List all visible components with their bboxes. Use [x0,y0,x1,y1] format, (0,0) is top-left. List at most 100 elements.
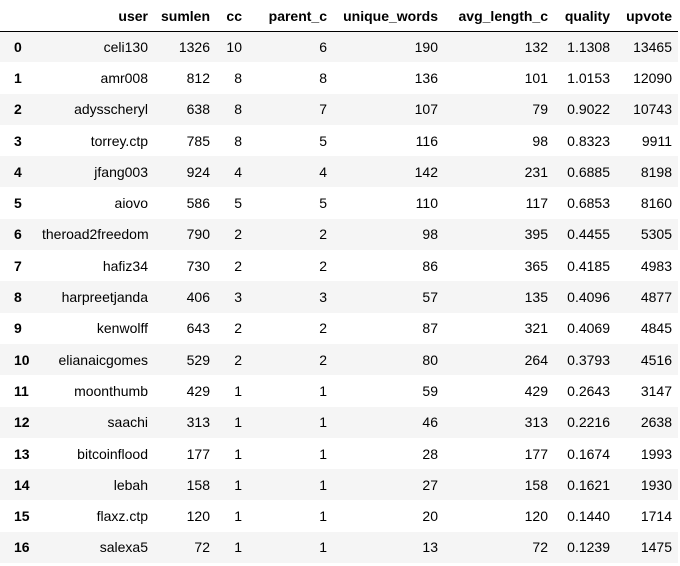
cell-user: lebah [113,476,148,493]
cell-avg-length-c: 429 [524,382,548,399]
cell-quality: 0.3793 [567,351,610,368]
column-header-user: user [36,0,154,32]
cell-unique-words: 80 [422,351,438,368]
cell-quality: 0.1674 [567,445,610,462]
row-index: 10 [14,351,30,368]
cell-quality: 0.2216 [567,414,610,431]
cell-upvote: 12090 [633,69,672,86]
cell-upvote: 13465 [633,38,672,55]
row-index: 1 [14,69,22,86]
table-row: 2 adysscheryl 638 8 7 107 79 0.9022 10743 [0,93,678,125]
cell-quality: 0.9022 [567,101,610,118]
cell-quality: 0.4455 [567,226,610,243]
row-index: 15 [14,508,30,525]
cell-avg-length-c: 120 [524,508,548,525]
cell-avg-length-c: 79 [532,101,548,118]
cell-user: celi130 [103,38,148,55]
cell-upvote: 1930 [640,476,672,493]
row-index: 11 [14,382,29,399]
row-index: 6 [14,226,22,243]
cell-unique-words: 142 [414,163,438,180]
cell-user: amr008 [100,69,148,86]
cell-quality: 0.1239 [567,539,610,556]
table-row: 12 saachi 313 1 1 46 313 0.2216 2638 [0,406,678,438]
cell-upvote: 1475 [640,539,672,556]
cell-cc: 1 [234,476,242,493]
cell-unique-words: 110 [415,195,438,212]
column-header-cc: cc [216,0,248,32]
cell-upvote: 4877 [640,289,672,306]
cell-avg-length-c: 365 [524,257,548,274]
cell-unique-words: 57 [422,289,438,306]
row-index: 16 [14,539,30,556]
row-index: 14 [14,476,30,493]
cell-parent-c: 3 [319,289,327,306]
cell-upvote: 4845 [640,320,672,337]
cell-quality: 1.0153 [567,69,610,86]
cell-parent-c: 6 [319,38,327,55]
cell-parent-c: 1 [319,414,327,431]
cell-upvote: 10743 [633,101,672,118]
cell-sumlen: 406 [186,289,210,306]
cell-user: salexa5 [99,539,148,556]
row-index: 12 [14,414,30,431]
cell-avg-length-c: 177 [524,445,548,462]
cell-user: bitcoinflood [77,445,148,462]
cell-parent-c: 8 [319,69,327,86]
cell-avg-length-c: 321 [524,320,548,337]
row-index: 9 [14,320,22,337]
cell-cc: 1 [234,382,242,399]
table-row: 8 harpreetjanda 406 3 3 57 135 0.4096 4877 [0,281,678,313]
cell-parent-c: 2 [319,257,327,274]
cell-cc: 2 [234,320,242,337]
cell-unique-words: 87 [422,320,438,337]
cell-user: elianaicgomes [58,351,149,368]
cell-parent-c: 2 [319,351,327,368]
cell-user: harpreetjanda [61,289,148,306]
cell-unique-words: 46 [422,414,438,431]
cell-upvote: 2638 [640,414,672,431]
cell-quality: 0.2643 [567,382,610,399]
cell-user: saachi [107,414,148,431]
cell-upvote: 4516 [640,351,672,368]
table-row: 4 jfang003 924 4 4 142 231 0.6885 8198 [0,156,678,188]
row-index: 7 [14,257,22,274]
cell-user: hafiz34 [102,257,148,274]
row-index: 8 [14,289,22,306]
cell-avg-length-c: 117 [525,195,548,212]
cell-quality: 1.1308 [567,38,610,55]
cell-cc: 3 [234,289,242,306]
column-header-unique-words: unique_words [333,0,444,32]
cell-sumlen: 730 [186,257,210,274]
cell-upvote: 1714 [640,508,672,525]
cell-sumlen: 924 [186,163,210,180]
cell-unique-words: 13 [422,539,438,556]
row-index: 4 [14,163,22,180]
table-row: 5 aiovo 586 5 5 110 117 0.6853 8160 [0,187,678,219]
cell-cc: 2 [234,351,242,368]
cell-quality: 0.1440 [567,508,610,525]
cell-upvote: 8198 [640,163,672,180]
cell-avg-length-c: 98 [532,132,548,149]
cell-quality: 0.4185 [567,257,610,274]
cell-parent-c: 1 [319,382,327,399]
cell-parent-c: 1 [319,508,327,525]
cell-parent-c: 7 [319,101,327,118]
cell-cc: 8 [234,101,242,118]
cell-upvote: 3147 [640,382,672,399]
cell-cc: 1 [234,508,242,525]
cell-user: flaxz.ctp [96,508,148,525]
cell-parent-c: 1 [319,445,327,462]
cell-parent-c: 5 [319,132,327,149]
cell-user: kenwolff [96,320,148,337]
cell-cc: 1 [234,445,242,462]
cell-cc: 2 [234,226,242,243]
cell-avg-length-c: 231 [524,163,548,180]
cell-user: moonthumb [74,382,148,399]
cell-parent-c: 1 [319,476,327,493]
cell-sumlen: 72 [194,539,210,556]
row-index: 0 [14,38,22,55]
column-header-avg-length-c: avg_length_c [444,0,554,32]
